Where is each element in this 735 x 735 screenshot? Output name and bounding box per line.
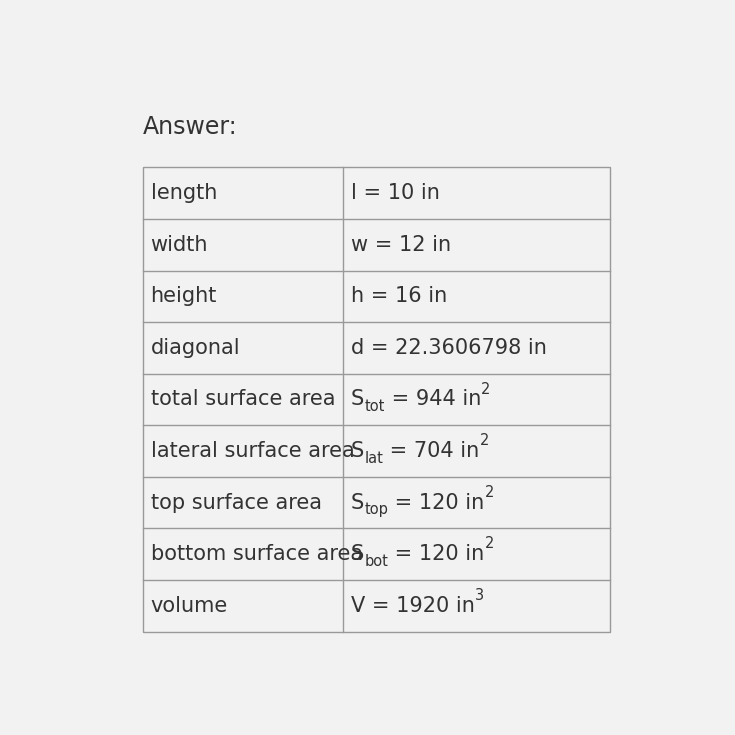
Text: h = 16 in: h = 16 in bbox=[351, 287, 448, 306]
Text: = 120 in: = 120 in bbox=[388, 492, 484, 512]
Text: d = 22.3606798 in: d = 22.3606798 in bbox=[351, 338, 547, 358]
Text: diagonal: diagonal bbox=[151, 338, 240, 358]
Text: = 120 in: = 120 in bbox=[388, 544, 484, 564]
Bar bbox=[143, 168, 610, 631]
Text: volume: volume bbox=[151, 596, 228, 616]
Text: = 704 in: = 704 in bbox=[383, 441, 479, 461]
Text: 2: 2 bbox=[479, 433, 489, 448]
Text: 2: 2 bbox=[484, 537, 494, 551]
Text: width: width bbox=[151, 234, 208, 255]
Text: w = 12 in: w = 12 in bbox=[351, 234, 451, 255]
Text: height: height bbox=[151, 287, 217, 306]
Text: top: top bbox=[365, 502, 388, 517]
Text: top surface area: top surface area bbox=[151, 492, 321, 512]
Text: length: length bbox=[151, 183, 217, 203]
Text: S: S bbox=[351, 492, 365, 512]
Text: bot: bot bbox=[365, 554, 388, 569]
Text: lateral surface area: lateral surface area bbox=[151, 441, 354, 461]
Text: lat: lat bbox=[365, 451, 383, 466]
Text: 3: 3 bbox=[475, 588, 484, 603]
Text: Answer:: Answer: bbox=[143, 115, 237, 139]
Text: total surface area: total surface area bbox=[151, 390, 335, 409]
Text: l = 10 in: l = 10 in bbox=[351, 183, 440, 203]
Text: 2: 2 bbox=[481, 381, 490, 397]
Text: 2: 2 bbox=[484, 485, 494, 500]
Text: V = 1920 in: V = 1920 in bbox=[351, 596, 475, 616]
Text: S: S bbox=[351, 544, 365, 564]
Text: S: S bbox=[351, 390, 365, 409]
Text: bottom surface area: bottom surface area bbox=[151, 544, 362, 564]
Text: S: S bbox=[351, 441, 365, 461]
Text: tot: tot bbox=[365, 399, 384, 415]
Text: = 944 in: = 944 in bbox=[384, 390, 481, 409]
